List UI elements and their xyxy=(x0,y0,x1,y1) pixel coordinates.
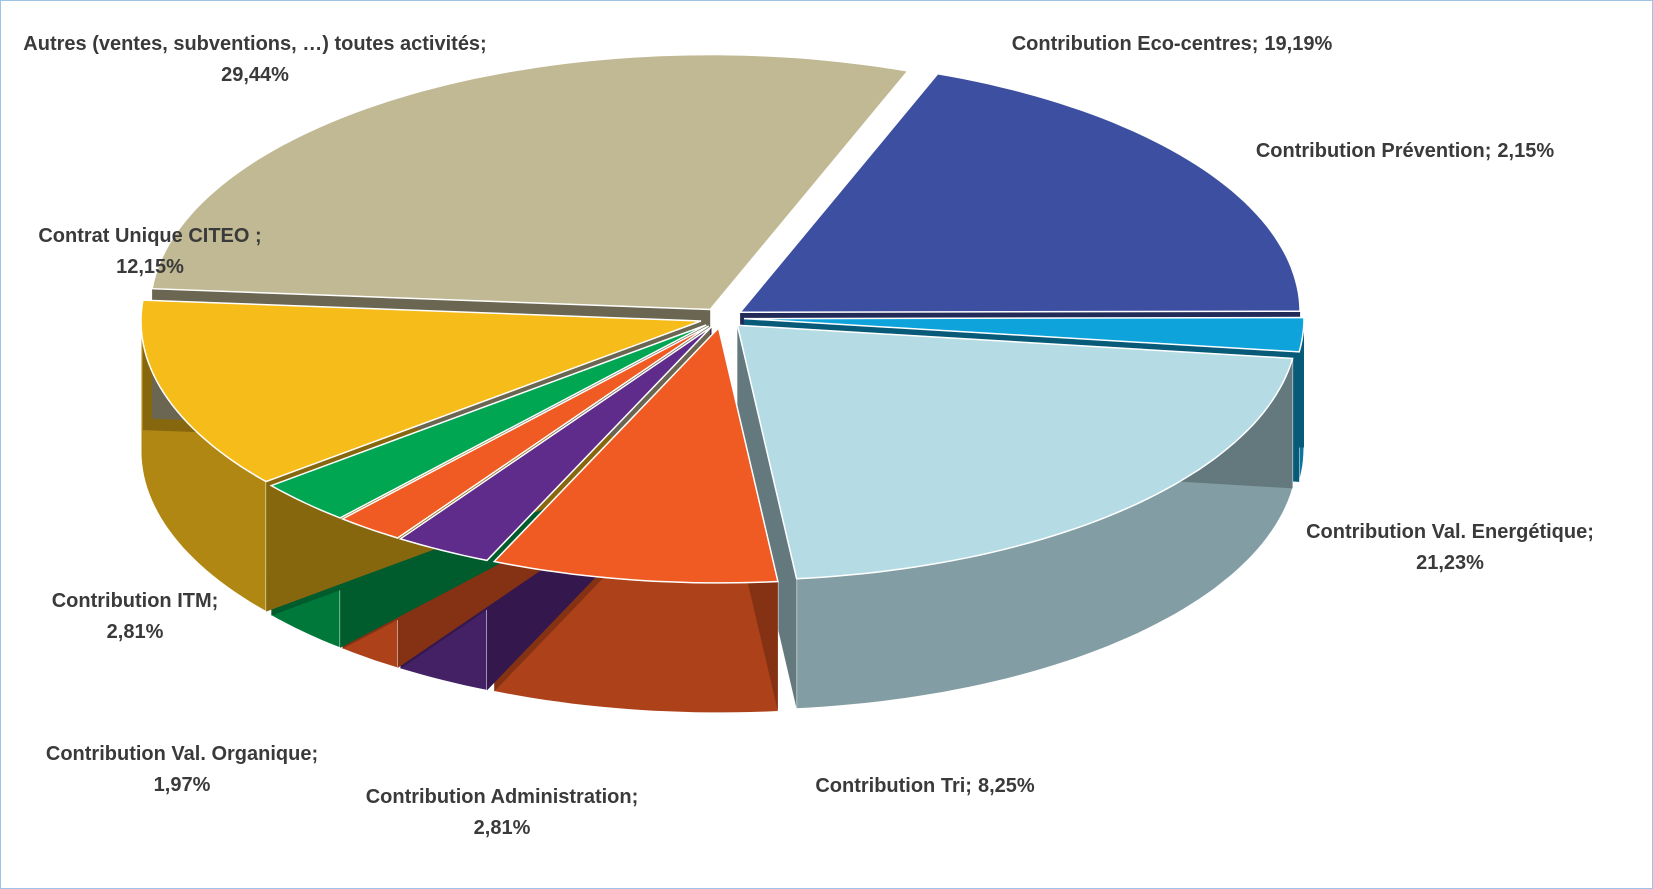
slice xyxy=(738,72,1301,314)
label-value: 29,44% xyxy=(221,64,289,86)
slice xyxy=(269,324,707,519)
label-category: Contribution ITM; xyxy=(52,590,219,612)
label-value: 2,81% xyxy=(107,621,164,643)
data-label: Contribution Eco-centres; 19,19% xyxy=(1012,33,1333,55)
label-category: Contribution Administration; xyxy=(366,786,639,808)
slice xyxy=(398,326,712,562)
label-value: 19,19% xyxy=(1264,33,1332,55)
label-category: Autres (ventes, subventions, …) toutes a… xyxy=(23,33,486,55)
label-category: Contribution Prévention; xyxy=(1256,140,1492,162)
slice xyxy=(151,53,910,311)
label-category: Contrat Unique CITEO ; xyxy=(38,225,261,247)
data-label: Contrat Unique CITEO ; 12,15% xyxy=(38,225,261,278)
data-label: Contribution Prévention; 2,15% xyxy=(1256,140,1554,162)
data-label: Contribution Val. Energétique; 21,23% xyxy=(1306,521,1594,574)
data-label: Contribution Val. Organique; 1,97% xyxy=(46,743,318,796)
label-value: 2,15% xyxy=(1497,140,1554,162)
data-label: Contribution ITM; 2,81% xyxy=(52,590,219,643)
data-label: Contribution Administration; 2,81% xyxy=(366,786,639,839)
label-value: 8,25% xyxy=(978,775,1035,797)
label-value: 12,15% xyxy=(116,256,184,278)
label-value: 1,97% xyxy=(154,774,211,796)
label-value: 2,81% xyxy=(474,817,531,839)
slice xyxy=(492,326,779,584)
data-label: Autres (ventes, subventions, …) toutes a… xyxy=(23,33,486,86)
slice xyxy=(340,325,710,539)
label-category: Contribution Val. Energétique; xyxy=(1306,521,1594,543)
slice xyxy=(140,299,702,483)
label-category: Contribution Eco-centres; xyxy=(1012,33,1259,55)
slice xyxy=(743,316,1305,353)
slice-wall xyxy=(737,325,797,709)
data-label: Contribution Tri; 8,25% xyxy=(815,775,1035,797)
slice xyxy=(736,324,1294,580)
label-category: Contribution Tri; xyxy=(815,775,972,797)
label-category: Contribution Val. Organique; xyxy=(46,743,318,765)
label-value: 21,23% xyxy=(1416,552,1484,574)
